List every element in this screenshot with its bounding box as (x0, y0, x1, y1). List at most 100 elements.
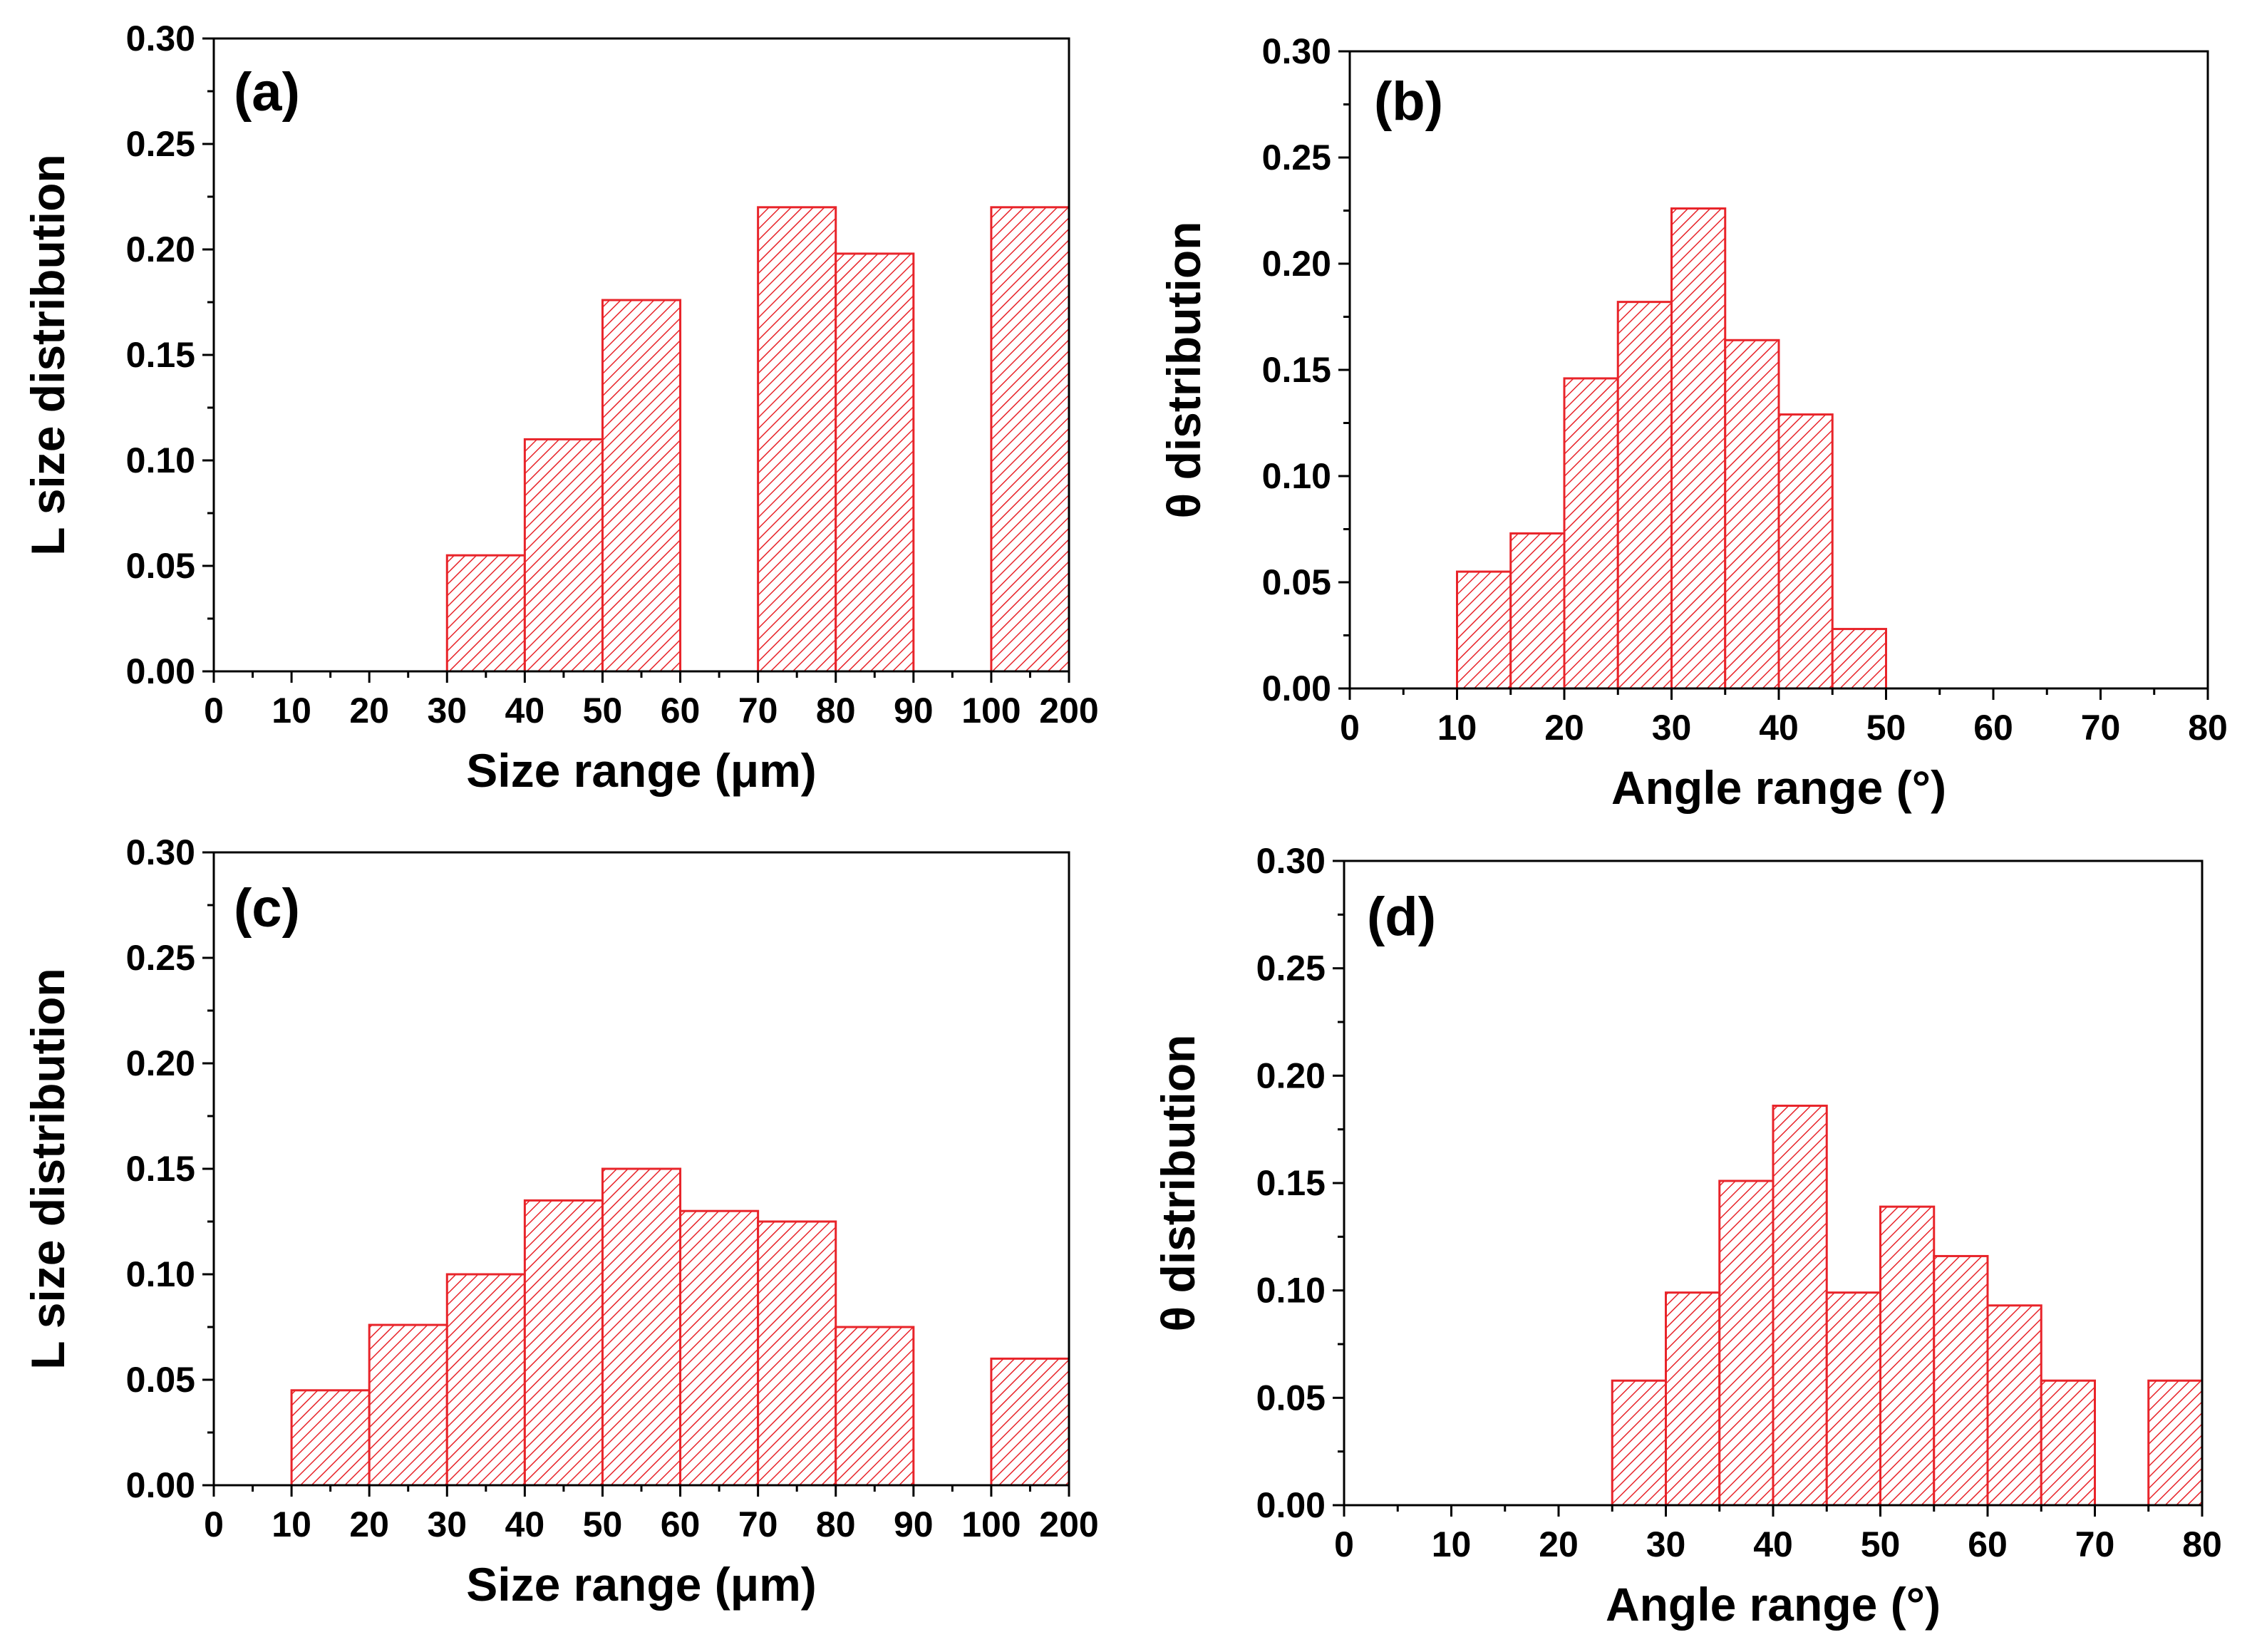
y-tick-label: 0.25 (126, 124, 195, 164)
x-axis-title: Angle range (°) (1611, 761, 1946, 814)
x-tick-label: 80 (2188, 708, 2228, 748)
y-tick-label: 0.10 (126, 440, 195, 480)
bar-40-50 (523, 1199, 604, 1487)
bar-70-80 (757, 1220, 837, 1487)
x-tick-label: 10 (1432, 1524, 1472, 1564)
bar-35-40 (1724, 339, 1780, 690)
x-tick-label: 10 (1437, 708, 1477, 748)
x-tick-label: 70 (738, 691, 778, 731)
y-axis-title: L size distribution (21, 154, 74, 555)
x-tick-label: 50 (1861, 1524, 1901, 1564)
x-tick-label: 20 (349, 691, 389, 731)
y-tick-label: 0.10 (126, 1254, 195, 1294)
x-tick-label: 40 (505, 1504, 545, 1544)
x-tick-label: 100 (961, 691, 1021, 731)
x-tick-label: 50 (1866, 708, 1906, 748)
y-tick-label: 0.25 (1262, 138, 1331, 177)
bar-80-90 (835, 252, 915, 673)
bar-30-35 (1665, 1291, 1721, 1507)
x-tick-label: 20 (1544, 708, 1584, 748)
x-tick-label: 60 (1973, 708, 2013, 748)
y-tick-label: 0.00 (1256, 1485, 1326, 1525)
bar-30-40 (445, 554, 526, 673)
bar-100-200 (990, 206, 1070, 673)
panel-label: (a) (234, 62, 300, 123)
y-tick-label: 0.05 (126, 1360, 195, 1400)
bar-40-45 (1772, 1105, 1828, 1507)
bar-30-40 (445, 1273, 526, 1487)
bar-35-40 (1718, 1179, 1775, 1507)
y-axis-title: L size distribution (21, 968, 74, 1369)
y-tick-label: 0.15 (1256, 1163, 1326, 1203)
x-tick-label: 40 (1753, 1524, 1793, 1564)
x-tick-label: 50 (583, 1504, 623, 1544)
y-tick-label: 0.00 (126, 651, 195, 691)
x-tick-label: 90 (894, 1504, 934, 1544)
bar-75-80 (2147, 1379, 2204, 1507)
x-tick-label: 60 (661, 691, 701, 731)
x-tick-label: 30 (427, 691, 467, 731)
bar-10-15 (1456, 570, 1512, 690)
bar-25-30 (1616, 301, 1673, 690)
panel-0: 0.00 0.05 0.10 0.15 0.20 0.25 0.30 0 10 20 30 40 50 6… (21, 19, 1099, 797)
y-axis-title: θ distribution (1157, 222, 1210, 519)
y-tick-label: 0.30 (1262, 31, 1331, 71)
bar-45-50 (1825, 1291, 1881, 1507)
x-tick-label: 30 (1646, 1524, 1686, 1564)
x-tick-label: 90 (894, 691, 934, 731)
x-tick-label: 0 (204, 1504, 224, 1544)
y-tick-label: 0.00 (126, 1465, 195, 1505)
panel-3: 0.00 0.05 0.10 0.15 0.20 0.25 0.30 0 10 20 30 40 50 6… (1152, 841, 2222, 1631)
x-tick-label: 10 (272, 691, 311, 731)
x-axis-title: Size range (μm) (466, 744, 817, 797)
y-tick-label: 0.05 (1256, 1378, 1326, 1418)
y-tick-label: 0.15 (1262, 350, 1331, 390)
x-tick-label: 200 (1039, 691, 1098, 731)
x-tick-label: 0 (1340, 708, 1360, 748)
x-tick-label: 70 (2075, 1524, 2115, 1564)
x-tick-label: 40 (505, 691, 545, 731)
x-tick-label: 80 (816, 691, 856, 731)
y-tick-label: 0.20 (126, 1043, 195, 1083)
x-axis-title: Angle range (°) (1606, 1578, 1941, 1631)
x-tick-label: 50 (583, 691, 623, 731)
x-tick-label: 60 (1968, 1524, 2008, 1564)
bar-70-80 (757, 206, 837, 673)
bar-45-50 (1831, 628, 1887, 690)
y-tick-label: 0.30 (1256, 841, 1326, 881)
bar-60-65 (1986, 1304, 2042, 1507)
y-tick-label: 0.15 (126, 335, 195, 375)
y-tick-label: 0.05 (126, 546, 195, 586)
y-tick-label: 0.00 (1262, 668, 1331, 708)
x-tick-label: 0 (1334, 1524, 1354, 1564)
x-tick-label: 0 (204, 691, 224, 731)
bar-65-70 (2040, 1379, 2096, 1507)
bar-20-30 (368, 1323, 448, 1487)
y-tick-label: 0.10 (1256, 1271, 1326, 1311)
panel-2: 0.00 0.05 0.10 0.15 0.20 0.25 0.30 0 10 20 30 40 50 6… (21, 832, 1099, 1611)
bar-50-60 (601, 299, 682, 673)
x-tick-label: 70 (738, 1504, 778, 1544)
y-tick-label: 0.30 (126, 832, 195, 872)
y-tick-label: 0.10 (1262, 456, 1331, 496)
x-tick-label: 100 (961, 1504, 1021, 1544)
x-tick-label: 80 (2182, 1524, 2222, 1564)
bar-100-200 (990, 1357, 1070, 1487)
bar-40-45 (1777, 413, 1834, 690)
y-tick-label: 0.15 (126, 1149, 195, 1189)
bar-15-20 (1509, 532, 1566, 690)
panel-1: 0.00 0.05 0.10 0.15 0.20 0.25 0.30 0 10 20 30 40 50 6… (1157, 31, 2228, 814)
bar-60-70 (679, 1209, 760, 1487)
y-tick-label: 0.25 (1256, 949, 1326, 988)
y-axis-title: θ distribution (1152, 1035, 1204, 1332)
x-tick-label: 70 (2081, 708, 2121, 748)
x-tick-label: 80 (816, 1504, 856, 1544)
bar-30-35 (1670, 207, 1727, 690)
y-tick-label: 0.30 (126, 19, 195, 58)
x-tick-label: 30 (1652, 708, 1692, 748)
x-tick-label: 60 (661, 1504, 701, 1544)
x-tick-label: 20 (349, 1504, 389, 1544)
x-tick-label: 10 (272, 1504, 311, 1544)
panel-label: (d) (1367, 887, 1436, 947)
